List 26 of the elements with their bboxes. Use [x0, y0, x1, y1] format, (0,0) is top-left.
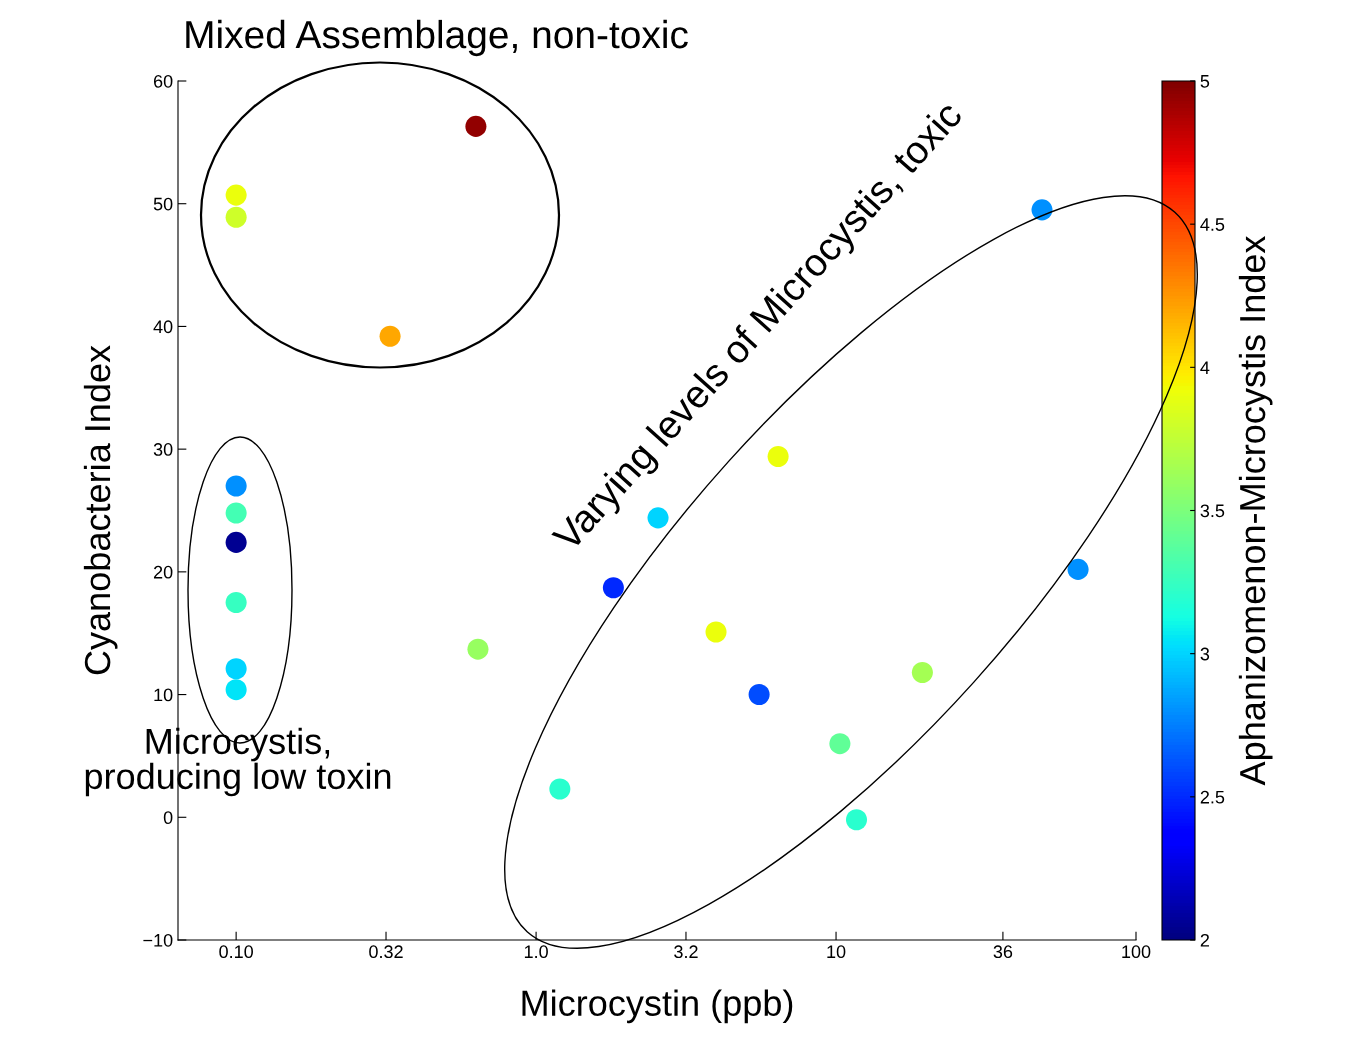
y-tick-label: −10 — [143, 933, 173, 947]
color-bar-label: 2 — [1200, 933, 1209, 947]
y-tick-label: 0 — [163, 811, 173, 825]
y-tick-label: 10 — [154, 688, 173, 702]
text: Mixed Assemblage, non-toxic — [186, 19, 688, 57]
y-tick-label: 60 — [153, 74, 173, 88]
x-tick-label: 0.10 — [219, 945, 253, 959]
color-bar-label: 5 — [1200, 75, 1210, 88]
color-bar-title: Aphanizomenon-Microcystis Index — [1238, 235, 1273, 786]
y-tick-label: 20 — [153, 565, 173, 579]
color-bar-label: 4 — [1200, 361, 1210, 374]
y-tick-label: 30 — [153, 443, 173, 456]
color-bar-label: 4.5 — [1200, 218, 1225, 231]
x-tick-label: 10 — [827, 945, 846, 959]
x-axis-title: Microcystin (ppb) — [522, 989, 793, 1024]
y-tick-label: 50 — [153, 197, 173, 211]
y-axis-title: Cyanobacteria Index — [83, 345, 118, 675]
x-tick-label: 1.0 — [524, 945, 548, 959]
color-bar-label: 3.5 — [1200, 504, 1225, 518]
x-tick-label: 3.2 — [674, 945, 698, 959]
x-tick-label: 100 — [1122, 945, 1151, 959]
x-tick-label: 0.32 — [369, 945, 403, 959]
color-bar-label: 3 — [1200, 647, 1210, 661]
x-tick-label: 36 — [993, 945, 1013, 959]
color-bar-label: 2.5 — [1200, 790, 1225, 804]
y-tick-label: 40 — [153, 320, 173, 334]
